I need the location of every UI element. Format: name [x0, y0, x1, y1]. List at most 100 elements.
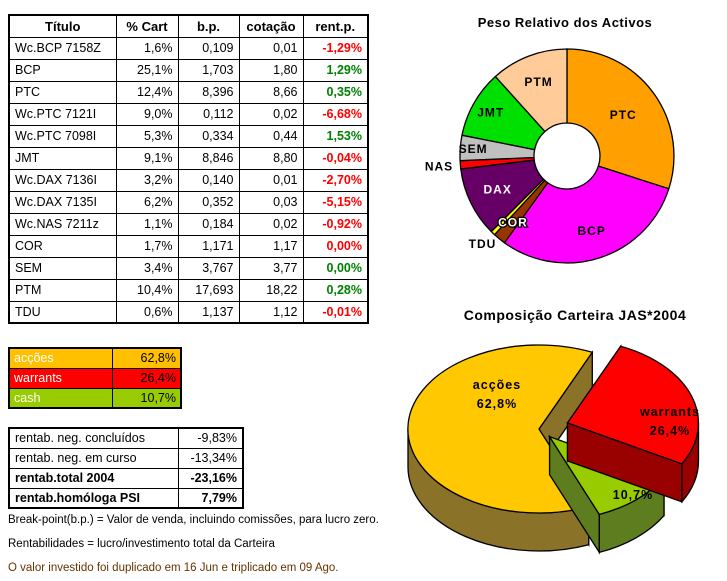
donut-label-JMT: JMT [477, 106, 504, 120]
results-label: rentab.total 2004 [8, 467, 179, 489]
table-row: JMT 9,1% 8,846 8,80 -0,04% [8, 146, 369, 170]
donut-label-NAS: NAS [425, 160, 453, 174]
cell-bp: 0,109 [177, 36, 240, 60]
footnote-line: Rentabilidades = lucro/investimento tota… [8, 538, 275, 550]
footnote-line: O valor investido foi duplicado em 16 Ju… [8, 562, 339, 574]
cell-bp: 1,703 [177, 58, 240, 82]
table-row: PTM 10,4% 17,693 18,22 0,28% [8, 278, 369, 302]
column-header-3: cotação [238, 14, 304, 38]
cell-rent: 0,35% [302, 80, 369, 104]
donut-label-COR: COR [498, 215, 528, 229]
cell-cotacao: 1,80 [238, 58, 304, 82]
cell-titulo: JMT [8, 146, 117, 170]
table-row: Wc.DAX 7136I 3,2% 0,140 0,01 -2,70% [8, 168, 369, 192]
pie-pct-warrants: 26,4% [650, 424, 690, 438]
donut-label-BCP: BCP [578, 224, 606, 238]
pie-label-acções: acções [473, 378, 521, 392]
results-value: -13,34% [177, 447, 244, 469]
cell-rent: -0,04% [302, 146, 369, 170]
cell-bp: 0,184 [177, 212, 240, 236]
cell-pct-cart: 9,1% [115, 146, 179, 170]
donut-label-TDU: TDU [469, 237, 497, 251]
column-header-4: rent.p. [302, 14, 369, 38]
donut-label-PTC: PTC [610, 108, 637, 122]
cell-cotacao: 0,03 [238, 190, 304, 214]
cell-rent: -1,29% [302, 36, 369, 60]
results-row: rentab.total 2004 -23,16% [8, 467, 244, 489]
cell-cotacao: 3,77 [238, 256, 304, 280]
footnotes: Break-point(b.p.) = Valor de venda, incl… [8, 508, 438, 580]
cell-pct-cart: 3,4% [115, 256, 179, 280]
cell-rent: -2,70% [302, 168, 369, 192]
cell-pct-cart: 3,2% [115, 168, 179, 192]
results-label: rentab. neg. concluídos [8, 427, 179, 449]
table-row: TDU 0,6% 1,137 1,12 -0,01% [8, 300, 369, 324]
table-row: Wc.NAS 7211z 1,1% 0,184 0,02 -0,92% [8, 212, 369, 236]
cell-rent: -0,01% [302, 300, 369, 324]
cell-cotacao: 0,02 [238, 102, 304, 126]
cell-titulo: PTC [8, 80, 117, 104]
cell-bp: 0,334 [177, 124, 240, 148]
donut-slice-BCP [503, 165, 670, 264]
results-label: rentab. neg. em curso [8, 447, 179, 469]
cell-pct-cart: 6,2% [115, 190, 179, 214]
column-header-1: % Cart [115, 14, 179, 38]
pie-label-warrants: warrants [639, 405, 700, 419]
results-row: rentab.homóloga PSI 7,79% [8, 487, 244, 509]
pie-slice-warrants: warrants 26,4% [566, 344, 700, 504]
table-row: Wc.DAX 7135I 6,2% 0,352 0,03 -5,15% [8, 190, 369, 214]
results-row: rentab. neg. em curso -13,34% [8, 447, 244, 469]
cell-cotacao: 1,17 [238, 234, 304, 258]
pie-slice-top [566, 345, 700, 465]
cell-titulo: PTM [8, 278, 117, 302]
table-row: BCP 25,1% 1,703 1,80 1,29% [8, 58, 369, 82]
portfolio-table-header: Título% Cart b.p. cotação rent.p. [8, 14, 369, 38]
results-row: rentab. neg. concluídos -9,83% [8, 427, 244, 449]
donut-label-SEM: SEM [459, 142, 488, 156]
cell-pct-cart: 1,6% [115, 36, 179, 60]
table-row: Wc.PTC 7121I 9,0% 0,112 0,02 -6,68% [8, 102, 369, 126]
pie-pct-cash: 10,7% [613, 488, 653, 502]
allocation-label: acções [8, 347, 113, 369]
results-label: rentab.homóloga PSI [8, 487, 179, 509]
cell-bp: 0,352 [177, 190, 240, 214]
cell-rent: 0,00% [302, 234, 369, 258]
cell-titulo: Wc.PTC 7098I [8, 124, 117, 148]
column-header-0: Título [8, 14, 117, 38]
results-table: rentab. neg. concluídos -9,83% rentab. neg… [8, 427, 244, 509]
cell-pct-cart: 9,0% [115, 102, 179, 126]
cell-pct-cart: 5,3% [115, 124, 179, 148]
results-value: 7,79% [177, 487, 244, 509]
cell-rent: -5,15% [302, 190, 369, 214]
table-row: SEM 3,4% 3,767 3,77 0,00% [8, 256, 369, 280]
cell-bp: 8,396 [177, 80, 240, 104]
cell-titulo: TDU [8, 300, 117, 324]
cell-rent: 1,29% [302, 58, 369, 82]
column-header-2: b.p. [177, 14, 240, 38]
table-row: Wc.PTC 7098I 5,3% 0,334 0,44 1,53% [8, 124, 369, 148]
table-row: PTC 12,4% 8,396 8,66 0,35% [8, 80, 369, 104]
cell-pct-cart: 12,4% [115, 80, 179, 104]
cell-rent: -0,92% [302, 212, 369, 236]
donut-label-DAX: DAX [484, 183, 512, 197]
cell-titulo: Wc.PTC 7121I [8, 102, 117, 126]
cell-rent: -6,68% [302, 102, 369, 126]
footnote-line: Break-point(b.p.) = Valor de venda, incl… [8, 514, 379, 526]
cell-pct-cart: 25,1% [115, 58, 179, 82]
cell-cotacao: 0,44 [238, 124, 304, 148]
table-row: Wc.BCP 7158Z 1,6% 0,109 0,01 -1,29% [8, 36, 369, 60]
cell-rent: 0,28% [302, 278, 369, 302]
allocation-row: warrants 26,4% [8, 367, 182, 389]
allocation-table: acções 62,8% warrants 26,4% cash 10,7% [8, 347, 182, 409]
cell-titulo: BCP [8, 58, 117, 82]
cell-bp: 1,171 [177, 234, 240, 258]
donut-slice-PTC [566, 48, 675, 190]
cell-titulo: Wc.DAX 7135I [8, 190, 117, 214]
donut-label-PTM: PTM [524, 75, 552, 89]
cell-rent: 0,00% [302, 256, 369, 280]
cell-pct-cart: 0,6% [115, 300, 179, 324]
cell-titulo: Wc.DAX 7136I [8, 168, 117, 192]
allocation-row: cash 10,7% [8, 387, 182, 409]
cell-bp: 3,767 [177, 256, 240, 280]
cell-pct-cart: 1,7% [115, 234, 179, 258]
